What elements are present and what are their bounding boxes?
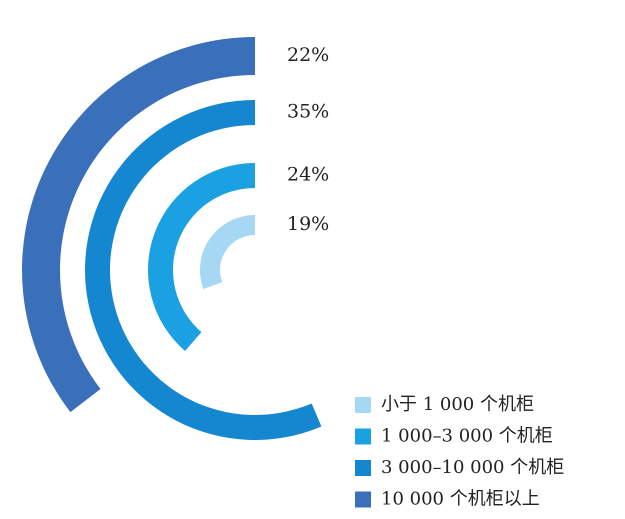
legend-label: 10 000 个机柜以上 [381, 489, 540, 510]
legend-swatch [355, 491, 371, 508]
value-label: 24% [287, 164, 329, 186]
legend-swatch [355, 428, 371, 445]
ring-bar [199, 215, 255, 289]
legend-swatch [355, 397, 371, 413]
legend-label: 3 000–10 000 个机柜 [381, 457, 564, 478]
legend-swatch [355, 460, 371, 476]
legend-label: 1 000–3 000 个机柜 [381, 426, 553, 447]
ring-bar [21, 37, 255, 413]
value-label: 35% [287, 101, 329, 123]
legend-label: 小于 1 000 个机柜 [381, 394, 534, 415]
value-label: 22% [287, 44, 329, 66]
ring-bar [148, 163, 255, 351]
value-label: 19% [287, 213, 329, 235]
